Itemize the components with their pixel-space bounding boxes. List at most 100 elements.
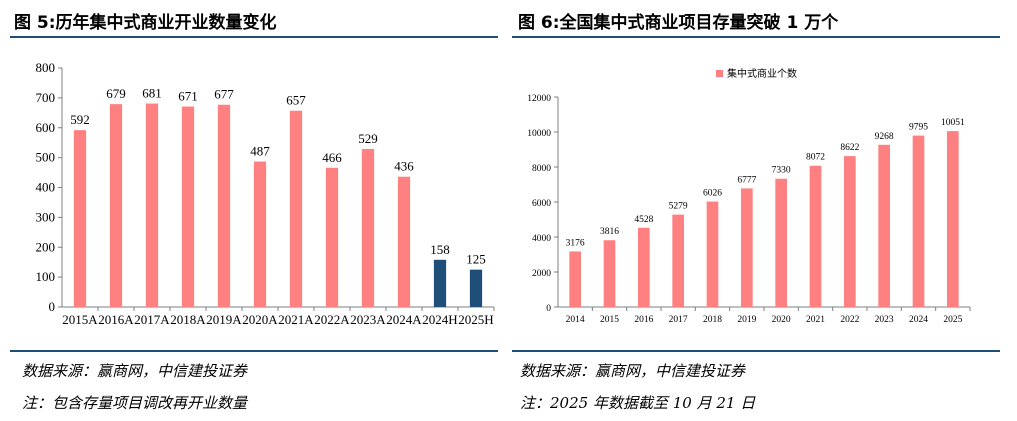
y-tick-label: 400	[36, 180, 56, 195]
y-tick-label: 700	[36, 90, 56, 105]
x-tick-label: 2019	[737, 315, 756, 325]
bar-2017A	[145, 103, 159, 307]
bar-2015	[603, 240, 616, 307]
x-tick-label: 2024A	[386, 312, 422, 327]
bar-2021	[809, 165, 822, 307]
x-tick-label: 2015	[600, 315, 619, 325]
x-tick-label: 2021	[806, 315, 825, 325]
data-label: 158	[430, 242, 450, 257]
legend: 集中式商业个数	[716, 67, 797, 80]
y-tick-label: 100	[36, 269, 56, 284]
y-tick-label: 800	[36, 60, 56, 75]
bar-2017	[672, 214, 685, 307]
y-tick-label: 0	[49, 299, 56, 314]
data-label: 657	[286, 93, 306, 108]
bar-2024H	[433, 259, 447, 307]
data-label: 3176	[566, 238, 585, 248]
data-label: 466	[322, 150, 342, 165]
y-tick-label: 500	[36, 150, 56, 165]
data-label: 677	[214, 87, 234, 102]
x-tick-label: 2024H	[422, 312, 457, 327]
bar-2016	[637, 227, 650, 307]
data-label: 8622	[840, 143, 859, 153]
x-tick-label: 2020	[772, 315, 791, 325]
y-tick-label: 0	[546, 304, 551, 314]
right-title-rule	[512, 36, 1000, 38]
x-tick-label: 2022	[840, 315, 859, 325]
y-tick-label: 8000	[532, 164, 551, 174]
data-label: 679	[106, 86, 126, 101]
data-label: 9795	[909, 123, 928, 133]
y-tick-label: 2000	[532, 269, 551, 279]
data-label: 671	[178, 89, 198, 104]
left-note-text: 注：包含存量项目调改再开业数量	[22, 394, 248, 412]
bar-2024	[912, 135, 925, 307]
bar-2023A	[361, 148, 375, 307]
left-source-text: 数据来源：赢商网，中信建投证券	[22, 362, 248, 380]
bar-2020	[775, 178, 788, 307]
bar-2022	[843, 156, 856, 307]
right-source-text: 数据来源：赢商网，中信建投证券	[520, 362, 746, 380]
left-bar-chart: 0 100 200 300 400 500 600 700 800 592 2015A 679 2016…	[36, 60, 495, 327]
data-label: 529	[358, 131, 378, 146]
bar-2020A	[253, 161, 267, 307]
y-tick-label: 4000	[532, 234, 551, 244]
data-label: 436	[394, 159, 414, 174]
x-tick-label: 2014	[566, 315, 585, 325]
y-tick-label: 12000	[527, 94, 551, 104]
bar-2025	[946, 131, 959, 307]
x-tick-label: 2020A	[242, 312, 278, 327]
data-label: 6026	[703, 189, 722, 199]
bar-2024A	[397, 176, 411, 307]
bar-2018	[706, 201, 719, 307]
x-tick-label: 2018A	[170, 312, 206, 327]
x-tick-label: 2017	[669, 315, 688, 325]
left-title-rule	[10, 36, 498, 38]
bar-2023	[878, 144, 891, 307]
x-tick-label: 2024	[909, 315, 928, 325]
data-label: 681	[142, 86, 162, 101]
data-label: 9268	[875, 132, 894, 142]
y-tick-label: 300	[36, 209, 56, 224]
data-label: 10051	[941, 118, 965, 128]
y-tick-label: 10000	[527, 129, 551, 139]
x-tick-label: 2023	[875, 315, 894, 325]
data-label: 7330	[772, 166, 791, 176]
bar-2019	[740, 188, 753, 307]
x-tick-label: 2025	[943, 315, 962, 325]
x-tick-label: 2022A	[314, 312, 350, 327]
data-label: 3816	[600, 227, 619, 237]
data-label: 5279	[669, 202, 688, 212]
right-note-text: 注：2025 年数据截至 10 月 21 日	[520, 394, 756, 412]
data-label: 8072	[806, 153, 825, 163]
x-tick-label: 2015A	[62, 312, 98, 327]
bar-2014	[569, 251, 582, 307]
bar-2015A	[73, 130, 87, 307]
data-label: 125	[466, 252, 486, 267]
bar-2025H	[469, 269, 483, 307]
right-chart-title: 图 6:全国集中式商业项目存量突破 1 万个	[518, 13, 839, 33]
data-label: 592	[70, 112, 90, 127]
y-tick-label: 200	[36, 239, 56, 254]
bar-2019A	[217, 104, 231, 307]
left-chart-title: 图 5:历年集中式商业开业数量变化	[14, 13, 277, 33]
bar-2022A	[325, 167, 339, 307]
bar-2018A	[181, 106, 195, 307]
data-label: 487	[250, 144, 270, 159]
x-tick-label: 2021A	[278, 312, 314, 327]
x-tick-label: 2025H	[458, 312, 493, 327]
x-tick-label: 2019A	[206, 312, 242, 327]
x-tick-label: 2016	[634, 315, 653, 325]
right-footer-rule	[512, 350, 1000, 352]
x-tick-label: 2023A	[350, 312, 386, 327]
data-label: 4528	[634, 215, 653, 225]
legend-label: 集中式商业个数	[727, 67, 797, 80]
left-footer-rule	[10, 350, 498, 352]
bar-2016A	[109, 104, 123, 308]
y-tick-label: 6000	[532, 199, 551, 209]
right-bar-chart: 0 2000 4000 6000 8000 10000 12000 3176 2014 3816 2…	[527, 67, 971, 325]
x-tick-label: 2017A	[134, 312, 170, 327]
x-tick-label: 2018	[703, 315, 722, 325]
data-label: 6777	[737, 175, 756, 185]
bar-2021A	[289, 110, 303, 307]
